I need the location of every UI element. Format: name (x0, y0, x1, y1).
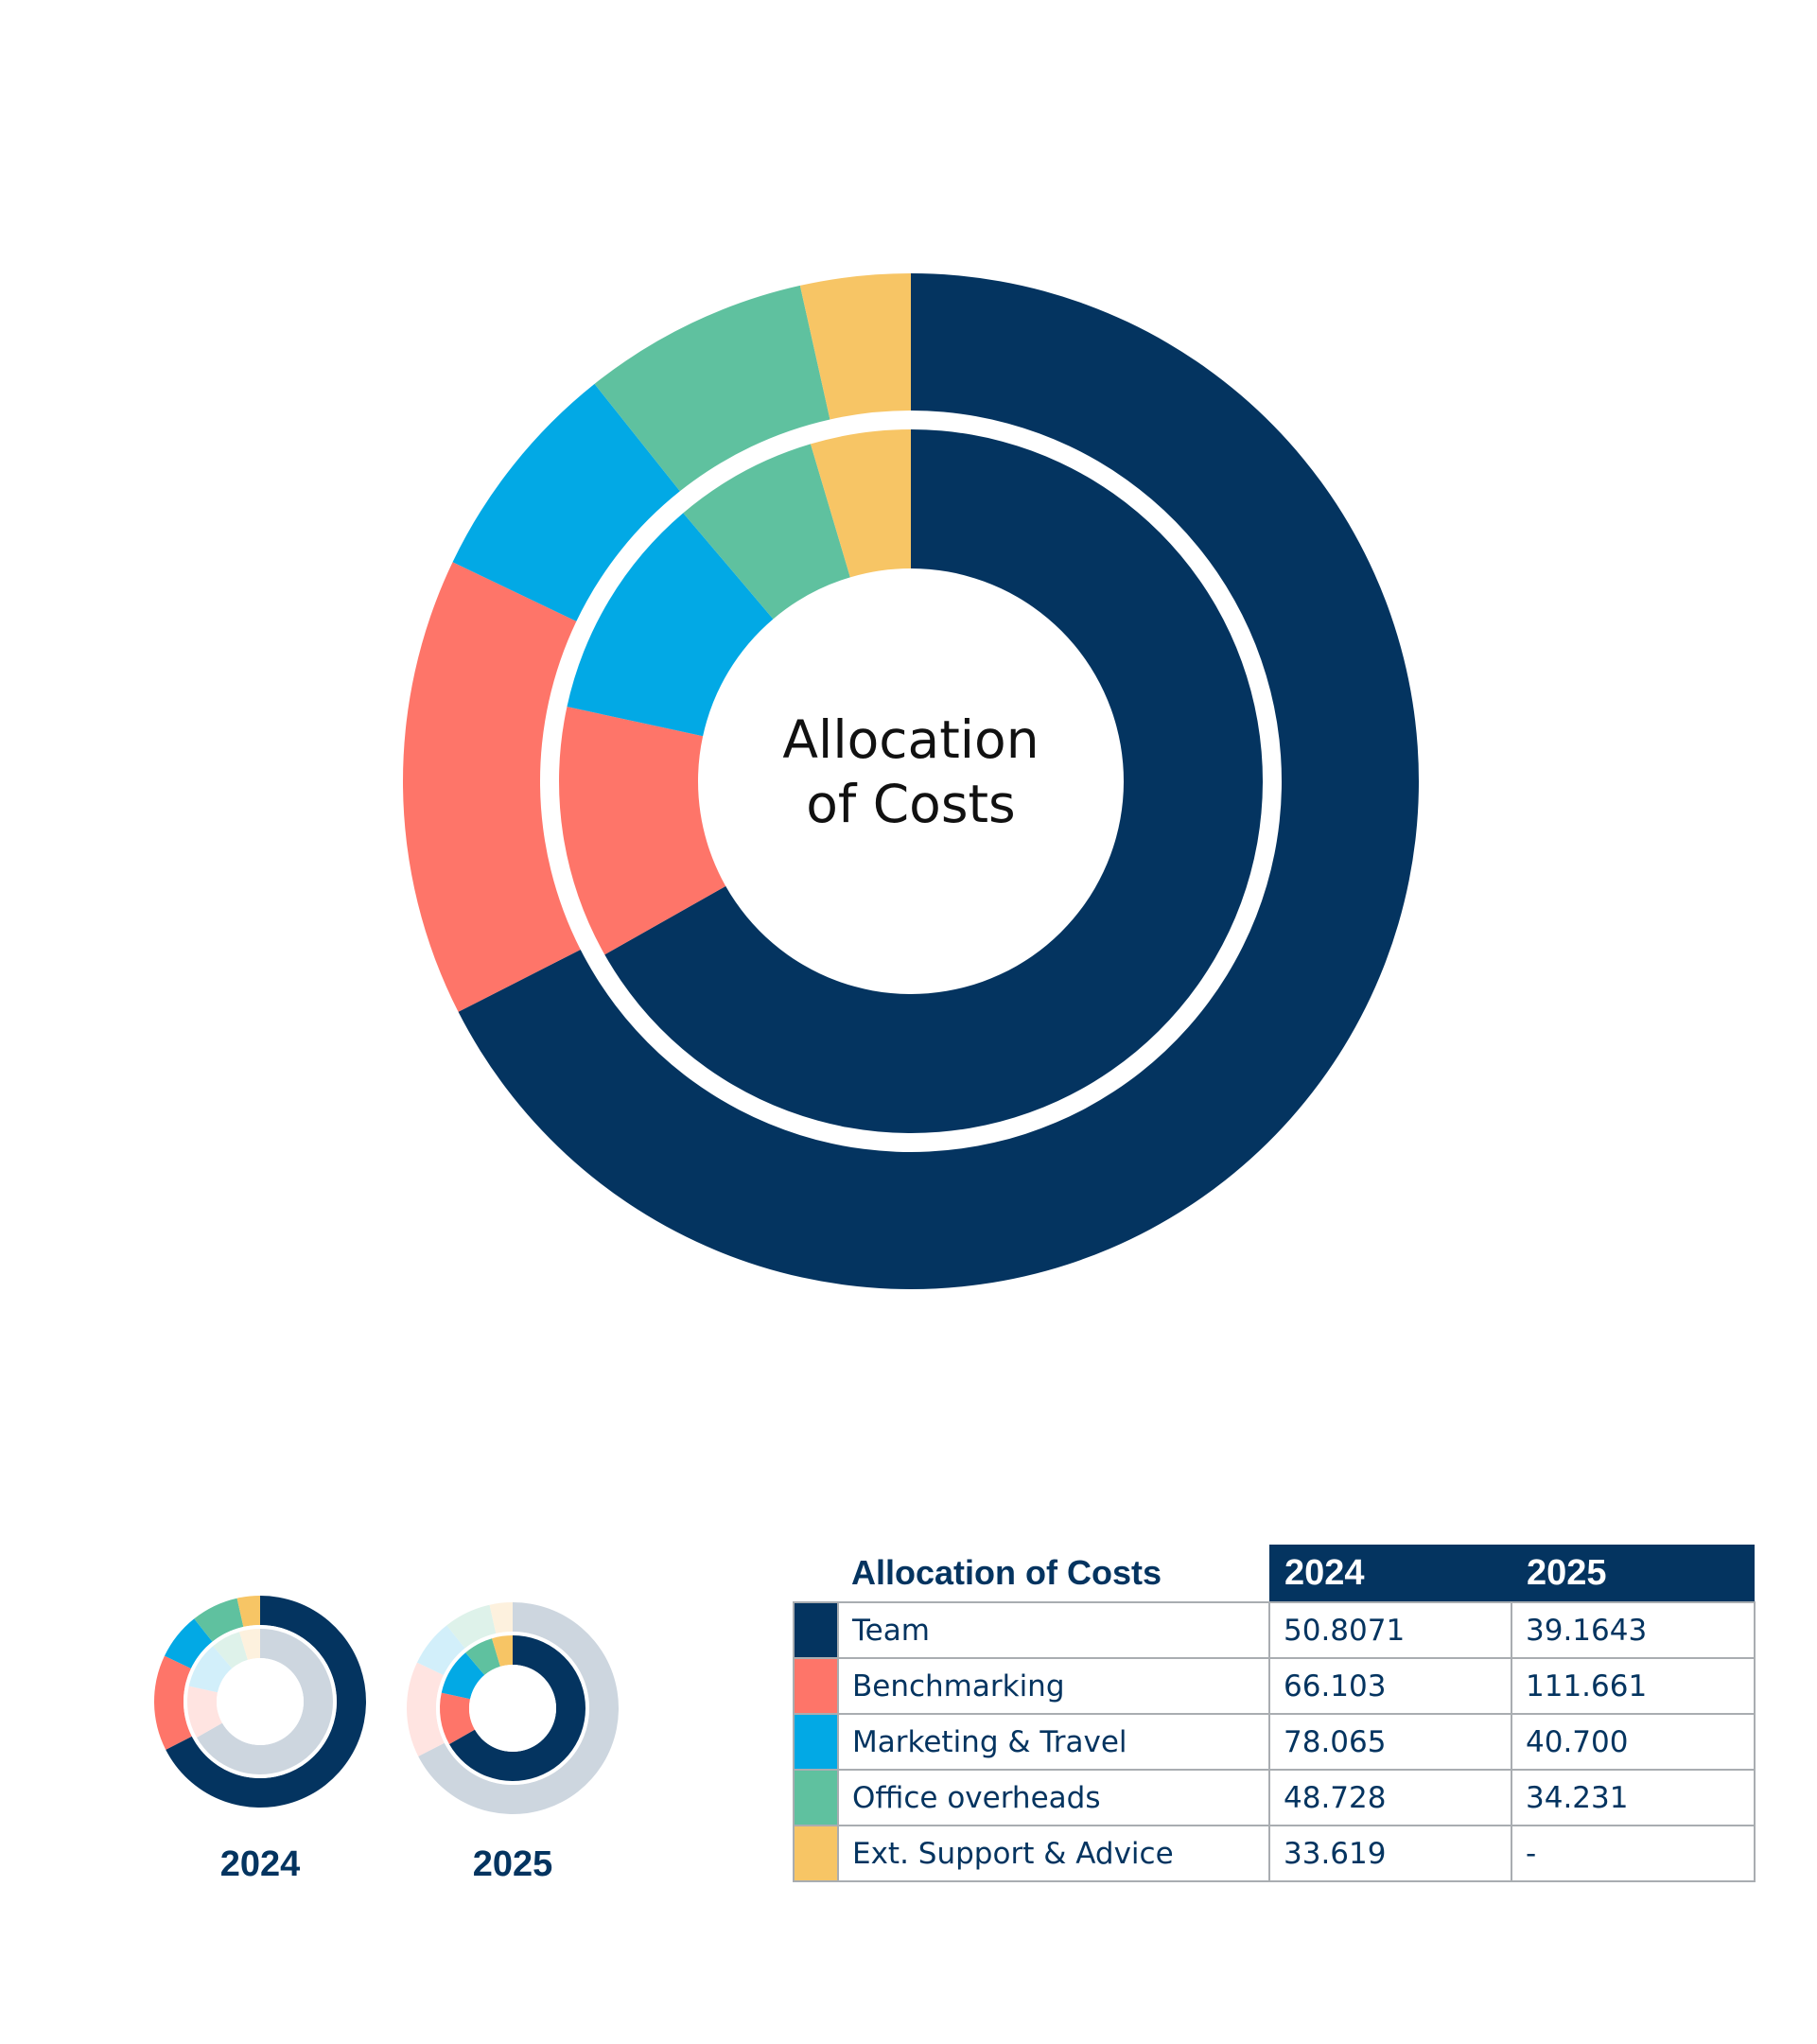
legend-swatch-benchmarking (793, 1657, 839, 1715)
row-value-2025: - (1511, 1825, 1756, 1882)
row-value-2024: 33.619 (1268, 1825, 1512, 1882)
mini-2024-outer-segment-office-overheads (194, 1598, 244, 1642)
legend-swatch-marketing-travel (793, 1713, 839, 1771)
mini-2024-outer-ring (153, 1596, 367, 1808)
row-value-2024: 78.065 (1268, 1713, 1512, 1771)
row-label: Ext. Support & Advice (837, 1825, 1270, 1882)
table-header-row: Allocation of Costs 2024 2025 (794, 1545, 1755, 1602)
inner-ring-segment-office-overheads (683, 444, 850, 620)
mini-2025-outer-segment-ext-support-and-advice (489, 1602, 513, 1633)
inner-ring-segment-team (604, 429, 1263, 1133)
row-value-2025: 40.700 (1511, 1713, 1756, 1771)
table-title: Allocation of Costs (838, 1545, 1269, 1602)
mini-2025-inner-segment-team (448, 1635, 585, 1781)
row-value-2025: 111.661 (1511, 1657, 1756, 1715)
mini-2024-outer-segment-ext-support-and-advice (236, 1596, 260, 1627)
row-label: Office overheads (837, 1769, 1270, 1826)
legend-swatch-ext-support (793, 1825, 839, 1882)
inner-ring-segment-marketing-and-travel (567, 513, 774, 737)
mini-donut-2025-label: 2025 (473, 1844, 553, 1884)
mini-donut-2024 (153, 1596, 367, 1808)
legend-swatch-team (793, 1601, 839, 1659)
row-label: Team (837, 1601, 1270, 1659)
outer-ring-segment-marketing-and-travel (452, 383, 680, 621)
mini-2025-inner-segment-office-overheads (465, 1638, 500, 1675)
mini-2025-outer-segment-office-overheads (446, 1604, 497, 1649)
mini-2024-inner-segment-marketing-and-travel (188, 1646, 233, 1693)
mini-2024-outer-segment-marketing-and-travel (164, 1618, 213, 1669)
mini-2024-inner-segment-ext-support-and-advice (239, 1629, 260, 1660)
row-value-2025: 39.1643 (1511, 1601, 1756, 1659)
table-row: Team 50.8071 39.1643 (793, 1601, 1756, 1659)
mini-2025-inner-segment-ext-support-and-advice (492, 1635, 513, 1667)
inner-ring-2025 (559, 429, 1263, 1133)
mini-2025-inner-segment-benchmarking (440, 1692, 475, 1744)
mini-donut-2024-label: 2024 (220, 1844, 301, 1884)
table-row: Office overheads 48.728 34.231 (793, 1769, 1756, 1826)
mini-2025-outer-segment-team (418, 1602, 619, 1815)
table-row: Benchmarking 66.103 111.661 (793, 1657, 1756, 1715)
cost-table: Allocation of Costs 2024 2025 Team 50.80… (793, 1545, 1756, 1882)
mini-2025-outer-ring (407, 1602, 619, 1815)
center-title-line-2: of Costs (806, 774, 1015, 834)
table-row: Ext. Support & Advice 33.619 - (793, 1825, 1756, 1882)
inner-ring-segment-benchmarking (559, 707, 726, 955)
outer-ring-segment-office-overheads (594, 285, 830, 492)
mini-2025-outer-segment-benchmarking (407, 1662, 445, 1756)
mini-2024-outer-segment-team (166, 1596, 367, 1808)
mini-donut-2025 (407, 1602, 619, 1815)
mini-2025-inner-segment-marketing-and-travel (441, 1652, 485, 1700)
outer-ring-2024 (403, 273, 1419, 1290)
mini-2024-inner-segment-benchmarking (186, 1686, 222, 1738)
inner-ring-segment-ext-support-and-advice (810, 429, 911, 578)
table-header-spacer (794, 1545, 838, 1602)
mini-2024-inner-ring (186, 1629, 333, 1774)
table-header-2024: 2024 (1269, 1545, 1511, 1602)
mini-2024-inner-segment-office-overheads (213, 1632, 248, 1668)
donut-hole (699, 569, 1123, 993)
mini-2025-hole (469, 1665, 556, 1752)
table-header-2025: 2025 (1511, 1545, 1755, 1602)
center-title-line-1: Allocation (782, 709, 1039, 770)
row-value-2025: 34.231 (1511, 1769, 1756, 1826)
mini-2024-inner-segment-team (196, 1629, 333, 1774)
legend-swatch-office-overheads (793, 1769, 839, 1826)
mini-2025-outer-segment-marketing-and-travel (416, 1625, 465, 1676)
row-value-2024: 66.103 (1268, 1657, 1512, 1715)
table-row: Marketing & Travel 78.065 40.700 (793, 1713, 1756, 1771)
mini-2025-inner-ring (440, 1635, 585, 1781)
mini-2024-hole (217, 1658, 304, 1745)
row-value-2024: 48.728 (1268, 1769, 1512, 1826)
mini-2024-outer-segment-benchmarking (153, 1655, 192, 1750)
row-label: Benchmarking (837, 1657, 1270, 1715)
row-label: Marketing & Travel (837, 1713, 1270, 1771)
outer-ring-segment-ext-support-and-advice (799, 273, 911, 420)
outer-ring-segment-benchmarking (403, 562, 581, 1012)
row-value-2024: 50.8071 (1268, 1601, 1512, 1659)
